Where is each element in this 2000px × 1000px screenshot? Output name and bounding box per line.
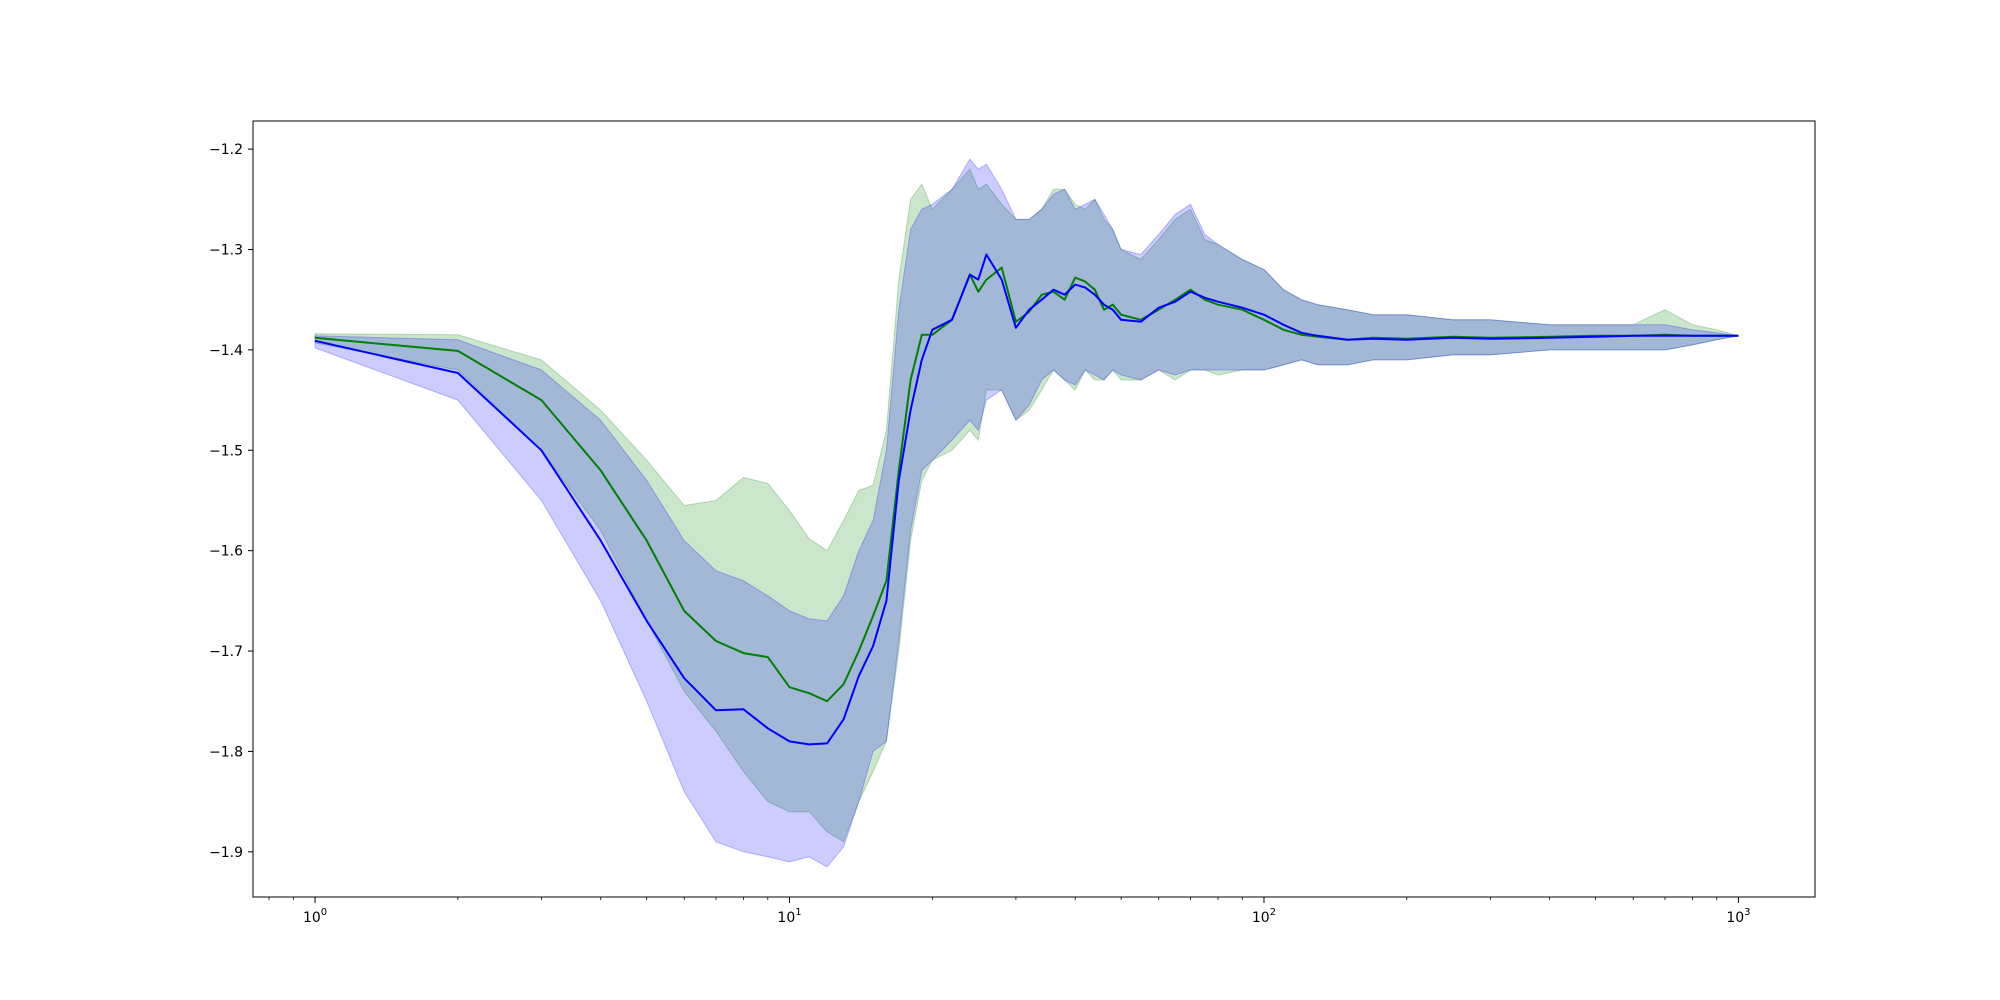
x-tick-label: 101: [777, 907, 801, 926]
x-tick-label: 103: [1726, 907, 1750, 926]
x-tick-label: 100: [303, 907, 327, 926]
plot-area-frame: [252, 120, 1816, 898]
series-2-band: [314, 158, 1739, 868]
y-tick-label: −1.6: [209, 544, 243, 560]
y-axis: −1.2 −1.3 −1.4 −1.5 −1.6 −1.7 −1.8 −1.9: [209, 142, 253, 861]
y-tick-label: −1.2: [209, 142, 243, 158]
y-tick-label: −1.7: [209, 644, 243, 660]
y-tick-label: −1.4: [209, 343, 243, 359]
x-axis: 100 101 102 103: [268, 897, 1751, 926]
y-tick-label: −1.3: [209, 242, 243, 258]
y-tick-label: −1.5: [209, 443, 243, 459]
series-2-line: [314, 253, 1739, 746]
series-lines: [314, 253, 1739, 746]
y-tick-label: −1.9: [209, 845, 243, 861]
y-tick-label: −1.8: [209, 744, 243, 760]
x-tick-label: 102: [1252, 907, 1276, 926]
